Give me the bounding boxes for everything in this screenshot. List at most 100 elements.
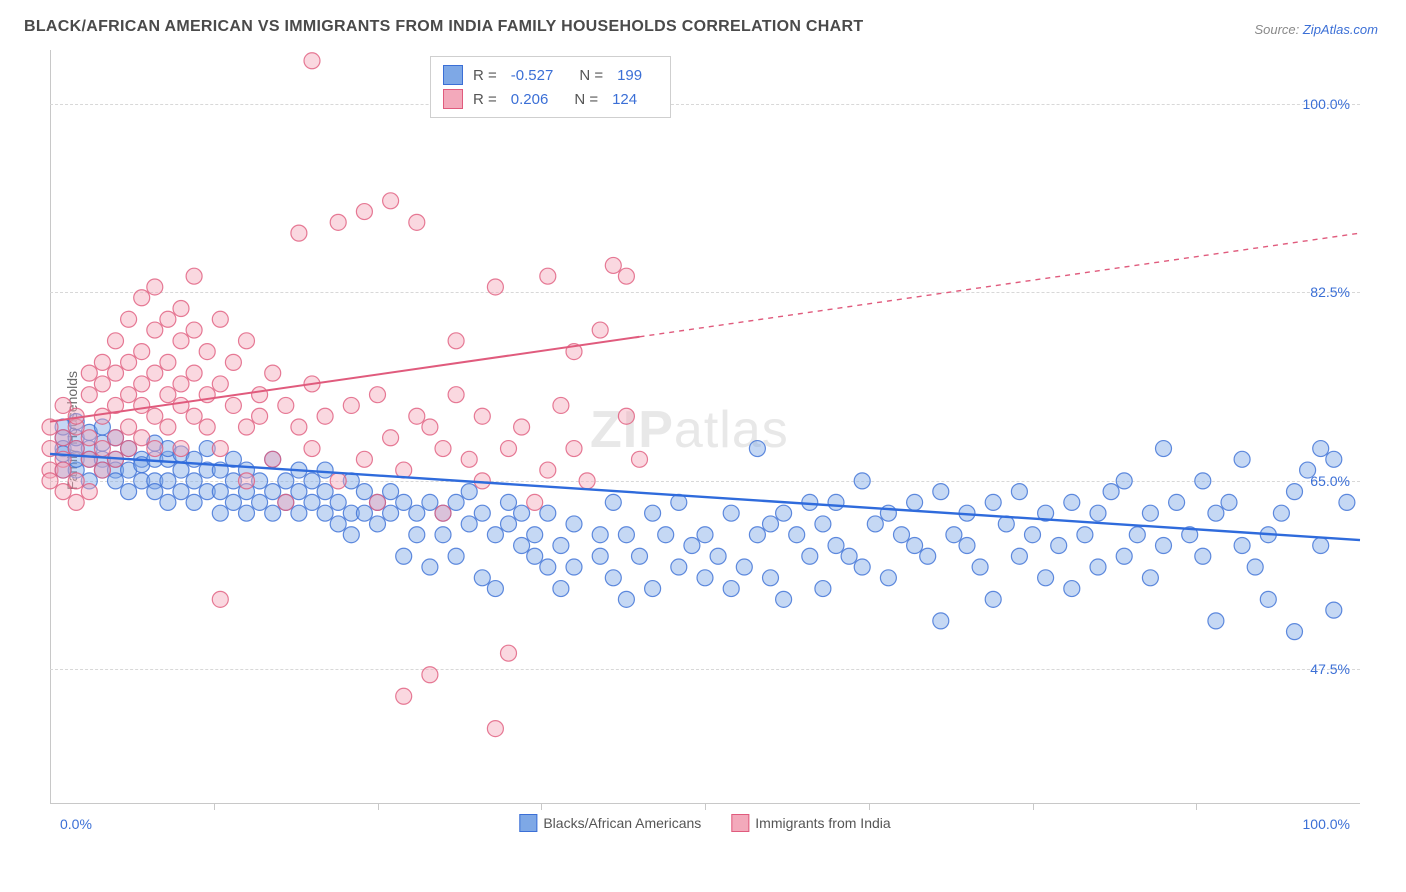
- scatter-point: [186, 408, 202, 424]
- scatter-point: [55, 397, 71, 413]
- scatter-point: [461, 484, 477, 500]
- scatter-point: [1011, 548, 1027, 564]
- scatter-point: [147, 322, 163, 338]
- scatter-point: [134, 430, 150, 446]
- scatter-point: [108, 430, 124, 446]
- scatter-point: [134, 397, 150, 413]
- x-tick: [541, 804, 542, 810]
- legend-label-pink: Immigrants from India: [755, 815, 890, 831]
- scatter-point: [828, 537, 844, 553]
- scatter-point: [186, 473, 202, 489]
- scatter-point: [501, 516, 517, 532]
- scatter-point: [94, 354, 110, 370]
- scatter-point: [265, 484, 281, 500]
- scatter-point: [894, 527, 910, 543]
- scatter-point: [121, 387, 137, 403]
- scatter-point: [1064, 494, 1080, 510]
- scatter-point: [1313, 441, 1329, 457]
- scatter-point: [370, 516, 386, 532]
- scatter-point: [645, 581, 661, 597]
- scatter-point: [330, 214, 346, 230]
- legend-swatch-pink: [731, 814, 749, 832]
- scatter-point: [985, 494, 1001, 510]
- scatter-point: [605, 494, 621, 510]
- scatter-point: [94, 408, 110, 424]
- scatter-point: [632, 548, 648, 564]
- scatter-point: [723, 581, 739, 597]
- scatter-point: [474, 408, 490, 424]
- scatter-point: [1011, 484, 1027, 500]
- n-value-blue: 199: [613, 67, 658, 84]
- scatter-point: [1221, 494, 1237, 510]
- bottom-legend: Blacks/African Americans Immigrants from…: [519, 814, 890, 832]
- scatter-point: [514, 419, 530, 435]
- scatter-point: [605, 570, 621, 586]
- scatter-point: [1156, 537, 1172, 553]
- scatter-point: [1090, 559, 1106, 575]
- scatter-point: [42, 473, 58, 489]
- scatter-point: [1077, 527, 1093, 543]
- scatter-point: [553, 581, 569, 597]
- scatter-point: [121, 419, 137, 435]
- source-link[interactable]: ZipAtlas.com: [1303, 22, 1378, 37]
- scatter-point: [108, 333, 124, 349]
- scatter-point: [435, 505, 451, 521]
- scatter-point: [1038, 570, 1054, 586]
- scatter-point: [173, 484, 189, 500]
- scatter-point: [566, 441, 582, 457]
- scatter-point: [225, 397, 241, 413]
- scatter-point: [618, 268, 634, 284]
- scatter-point: [265, 451, 281, 467]
- scatter-point: [1287, 484, 1303, 500]
- scatter-point: [474, 570, 490, 586]
- n-value-pink: 124: [608, 91, 653, 108]
- scatter-point: [422, 419, 438, 435]
- scatter-point: [605, 257, 621, 273]
- scatter-point: [527, 494, 543, 510]
- scatter-point: [291, 505, 307, 521]
- scatter-point: [396, 548, 412, 564]
- scatter-point: [252, 494, 268, 510]
- scatter-point: [501, 441, 517, 457]
- scatter-point: [540, 505, 556, 521]
- scatter-point: [212, 484, 228, 500]
- scatter-point: [1142, 505, 1158, 521]
- scatter-point: [501, 494, 517, 510]
- scatter-point: [514, 505, 530, 521]
- scatter-point: [343, 527, 359, 543]
- scatter-point: [1208, 505, 1224, 521]
- scatter-point: [239, 473, 255, 489]
- scatter-point: [749, 527, 765, 543]
- scatter-point: [658, 527, 674, 543]
- scatter-point: [212, 311, 228, 327]
- stats-swatch-pink: [443, 89, 463, 109]
- scatter-point: [265, 365, 281, 381]
- scatter-point: [527, 527, 543, 543]
- scatter-point: [1260, 591, 1276, 607]
- scatter-point: [422, 494, 438, 510]
- scatter-point: [828, 494, 844, 510]
- scatter-point: [1051, 537, 1067, 553]
- scatter-point: [435, 527, 451, 543]
- scatter-point: [252, 408, 268, 424]
- scatter-point: [108, 365, 124, 381]
- scatter-point: [474, 505, 490, 521]
- scatter-point: [317, 484, 333, 500]
- scatter-point: [160, 473, 176, 489]
- scatter-point: [186, 494, 202, 510]
- scatter-point: [435, 441, 451, 457]
- scatter-point: [867, 516, 883, 532]
- scatter-point: [186, 365, 202, 381]
- scatter-point: [356, 451, 372, 467]
- scatter-point: [1313, 537, 1329, 553]
- stats-row-pink: R =0.206 N =124: [443, 87, 658, 111]
- x-tick: [378, 804, 379, 810]
- scatter-point: [383, 430, 399, 446]
- correlation-stats-box: R =-0.527 N =199 R =0.206 N =124: [430, 56, 671, 118]
- scatter-point: [815, 516, 831, 532]
- scatter-point: [907, 494, 923, 510]
- scatter-point: [121, 311, 137, 327]
- scatter-point: [448, 333, 464, 349]
- x-tick: [1033, 804, 1034, 810]
- scatter-point: [81, 365, 97, 381]
